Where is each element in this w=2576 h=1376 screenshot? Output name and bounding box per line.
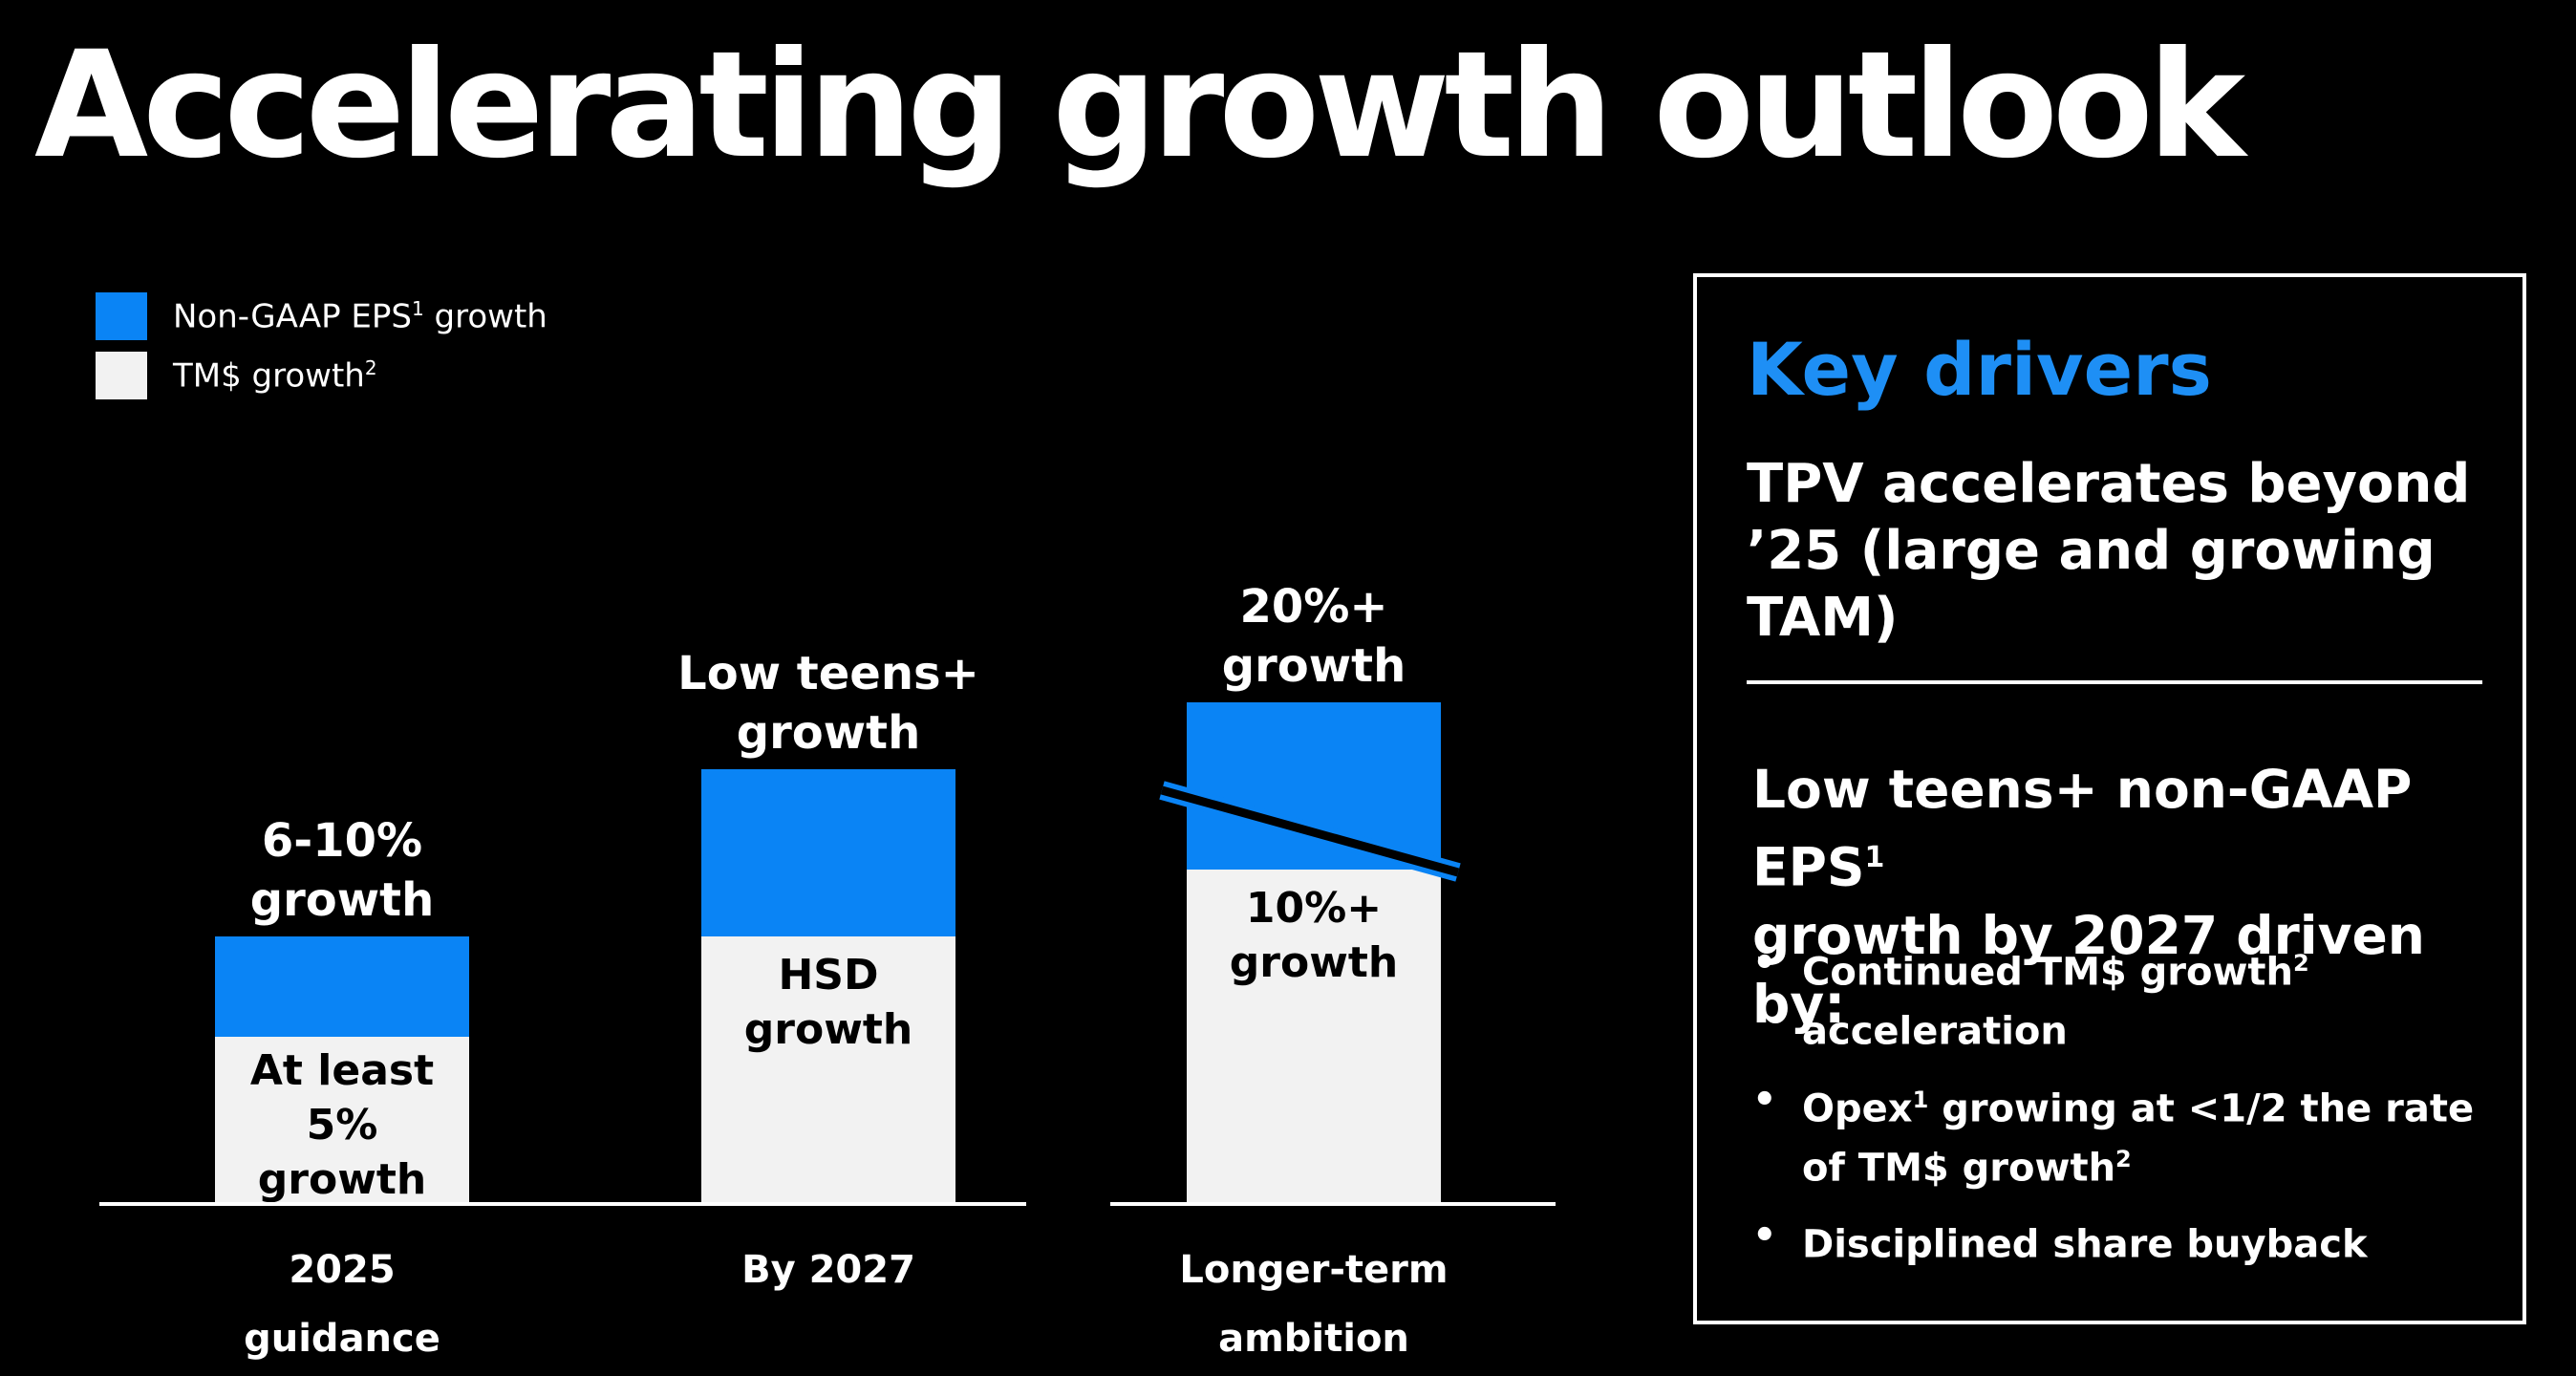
x-tick-label: 2025 guidance bbox=[244, 1248, 440, 1361]
bar-tm-growth bbox=[215, 1037, 469, 1204]
legend-item-tm: TM$ growth2 bbox=[96, 346, 547, 405]
data-label-tm: HSD growth bbox=[744, 951, 912, 1054]
driver-bullet-list: Continued TM$ growth2 acceleration Opex1… bbox=[1752, 938, 2479, 1288]
data-label-eps: 20%+ growth bbox=[1222, 580, 1406, 693]
page-title: Accelerating growth outlook bbox=[34, 20, 2245, 191]
axis-break-mark bbox=[1160, 785, 1460, 877]
bar-tm-growth bbox=[701, 936, 955, 1204]
chart-legend: Non-GAAP EPS1 growth TM$ growth2 bbox=[96, 287, 547, 405]
bar-tm-growth bbox=[1187, 870, 1441, 1204]
data-label-tm: 10%+ growth bbox=[1230, 884, 1398, 987]
list-item: Opex1 growing at <1/2 the rate of TM$ gr… bbox=[1752, 1075, 2479, 1194]
key-drivers-panel: Key drivers TPV accelerates beyond ’25 (… bbox=[1693, 273, 2526, 1324]
legend-swatch-tm bbox=[96, 352, 147, 399]
legend-swatch-eps bbox=[96, 292, 147, 340]
data-label-eps: 6-10% growth bbox=[250, 814, 434, 927]
key-drivers-title: Key drivers bbox=[1747, 327, 2212, 412]
list-item: Disciplined share buyback bbox=[1752, 1211, 2479, 1270]
legend-label-tm: TM$ growth2 bbox=[173, 355, 377, 396]
list-item: Continued TM$ growth2 acceleration bbox=[1752, 938, 2479, 1058]
divider bbox=[1747, 680, 2482, 684]
data-label-eps: Low teens+ growth bbox=[677, 647, 979, 760]
x-tick-label: By 2027 bbox=[741, 1248, 915, 1292]
legend-item-eps: Non-GAAP EPS1 growth bbox=[96, 287, 547, 346]
driver-tpv: TPV accelerates beyond ’25 (large and gr… bbox=[1747, 453, 2471, 649]
x-tick-label: Longer-term ambition bbox=[1179, 1248, 1448, 1361]
legend-label-eps: Non-GAAP EPS1 growth bbox=[173, 296, 547, 336]
stacked-bar-chart: At least 5% growth 6-10% growth 2025 guidance H… bbox=[99, 580, 1556, 1361]
bar-eps-growth bbox=[1187, 702, 1441, 870]
data-label-tm: At least 5% growth bbox=[250, 1046, 434, 1204]
bar-eps-growth bbox=[701, 769, 955, 936]
bar-eps-growth bbox=[215, 936, 469, 1037]
